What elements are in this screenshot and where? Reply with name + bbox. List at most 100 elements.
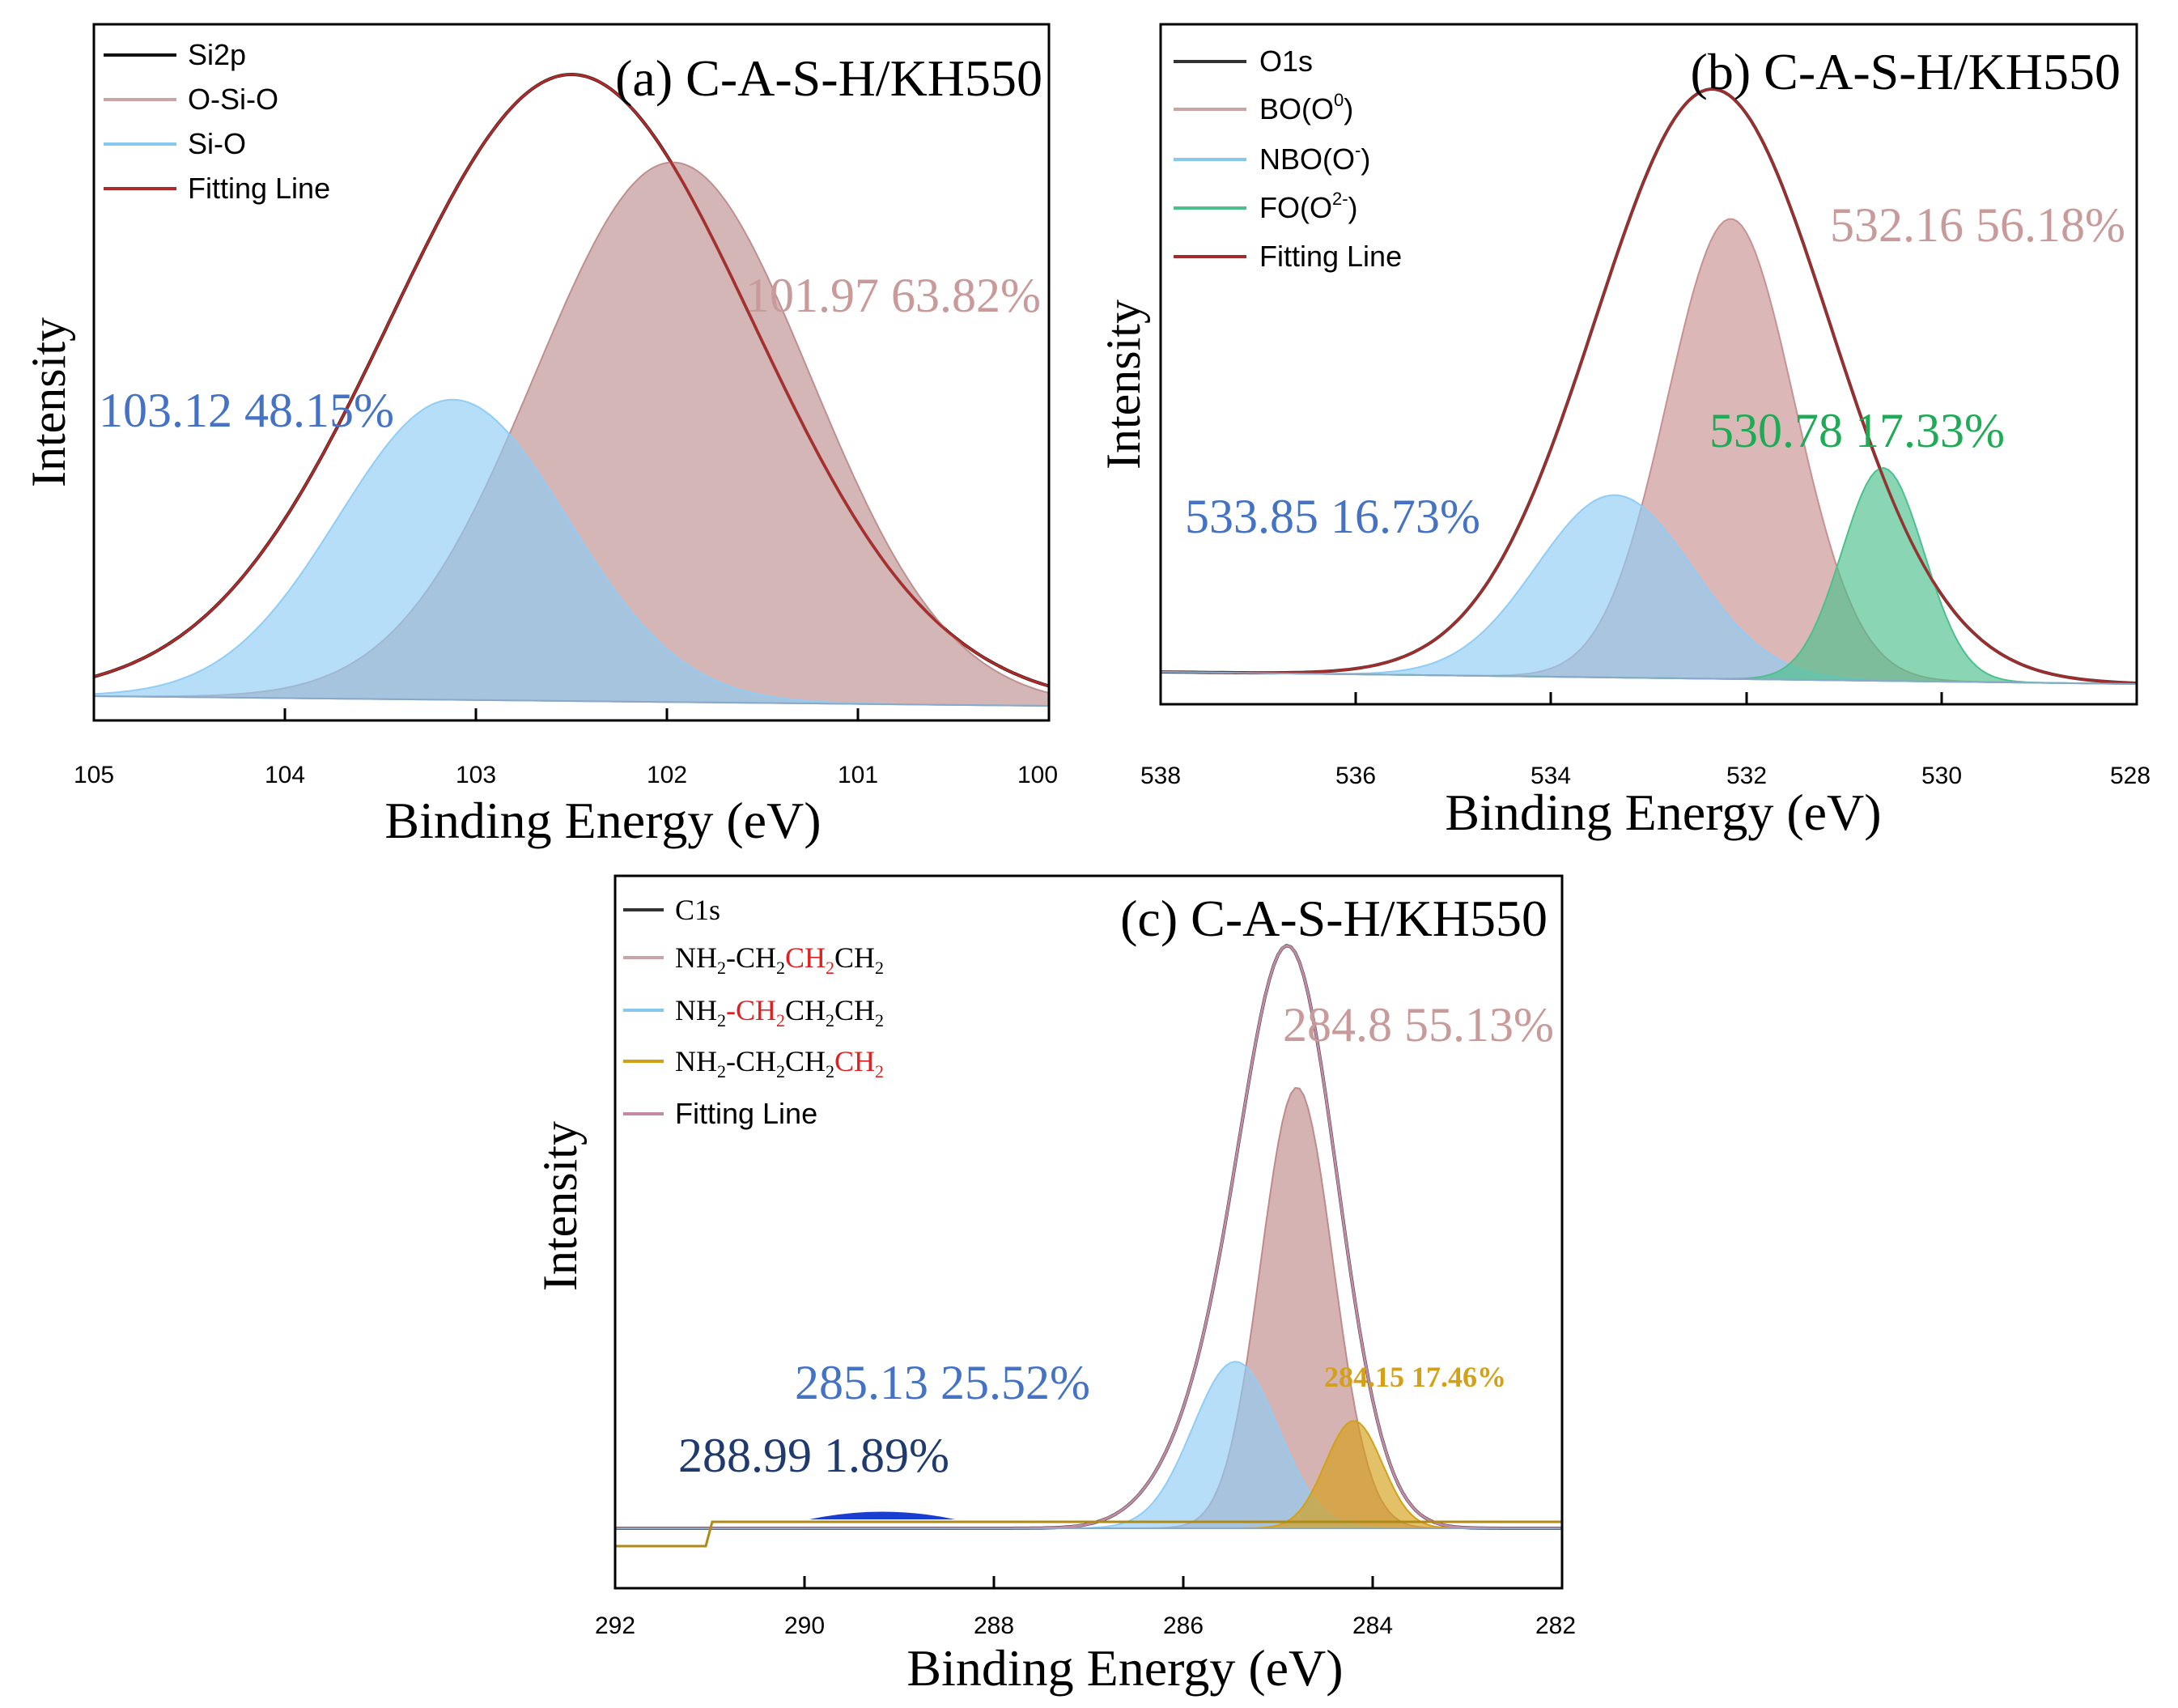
legend-subscript: 2 [875, 1061, 884, 1081]
legend-text: -CH [726, 1045, 776, 1077]
panel-a-frame [92, 23, 1051, 722]
legend-label-bo: BO(O0) [1259, 90, 1353, 125]
legend-label-first-ch2: NH2-CH2CH2CH2 [675, 994, 884, 1030]
panel-c-annotation-middle-ch2: 284.8 55.13% [1283, 998, 1554, 1052]
legend-subscript: 2 [776, 958, 785, 978]
panel-c-plot-area [615, 943, 1562, 1548]
legend-subscript: 2 [717, 958, 726, 978]
panel-a-title: (a) C-A-S-H/KH550 [615, 49, 1042, 107]
panel-c-xticks: 292 290 288 286 284 282 [595, 1576, 1576, 1639]
legend-subscript: 2 [826, 1061, 834, 1081]
legend-highlight: CH [785, 941, 826, 974]
tick-label: 528 [2110, 763, 2150, 789]
tick-label: 105 [74, 762, 114, 788]
legend-label-o-si-o: O-Si-O [188, 83, 278, 116]
legend-superscript: 0 [1334, 90, 1344, 110]
panel-a-annotation-si-o: 103.12 48.15% [99, 384, 394, 437]
panel-a-plot-area [93, 72, 1050, 707]
baseline [1160, 671, 2138, 685]
legend-label-middle-ch2: NH2-CH2CH2CH2 [675, 941, 884, 978]
legend-text: NH [675, 994, 717, 1026]
panel-c-annotation-carboxyl: 288.99 1.89% [678, 1429, 949, 1482]
panel-b-annotation-fo: 530.78 17.33% [1709, 404, 2005, 457]
legend-subscript: 2 [875, 958, 884, 978]
legend-superscript: - [1355, 140, 1361, 160]
legend-subscript: 2 [826, 1010, 834, 1030]
legend-label-si2p: Si2p [188, 38, 246, 71]
legend-text: NH [675, 1045, 717, 1077]
legend-label-fo: FO(O2-) [1259, 189, 1358, 224]
legend-label-fit: Fitting Line [1259, 240, 1402, 273]
legend-label-nbo: NBO(O-) [1259, 140, 1370, 176]
legend-text: NBO(O [1259, 142, 1355, 176]
panel-c-annotation-first-ch2: 285.13 25.52% [795, 1356, 1090, 1409]
legend-text: CH [834, 994, 875, 1026]
panel-c-xlabel: Binding Energy (eV) [906, 1639, 1343, 1697]
tick-label: 290 [784, 1612, 825, 1639]
legend-label-o1s: O1s [1259, 45, 1313, 78]
panel-c-annotation-last-ch2: 284.15 17.46% [1324, 1361, 1506, 1393]
legend-subscript: 2 [826, 958, 834, 978]
legend-subscript: 2 [875, 1010, 884, 1030]
panel-b-xlabel: Binding Energy (eV) [1445, 784, 1881, 841]
tick-label: 286 [1163, 1612, 1204, 1639]
panel-b-ylabel: Intensity [1097, 300, 1150, 469]
panel-b-annotation-nbo: 533.85 16.73% [1185, 490, 1480, 543]
legend-subscript: 2 [776, 1010, 785, 1030]
fitting-line [93, 73, 1050, 687]
baseline [93, 695, 1050, 707]
panel-c-frame [613, 874, 1564, 1590]
tick-label: 103 [456, 762, 496, 788]
panel-a-xlabel: Binding Energy (eV) [384, 792, 821, 849]
panel-b: 538 536 534 532 530 528 Binding Energy (… [1097, 23, 2150, 841]
panel-b-frame [1159, 23, 2138, 706]
legend-highlight: CH [834, 1045, 875, 1077]
carboxyl-peak [809, 1511, 955, 1519]
legend-text: CH [785, 1045, 826, 1077]
legend-subscript: 2 [717, 1010, 726, 1030]
legend-text: -CH [726, 941, 776, 974]
legend-close-paren: ) [1348, 191, 1358, 224]
legend-label-last-ch2: NH2-CH2CH2CH2 [675, 1045, 884, 1081]
legend-text: NH [675, 941, 717, 974]
panel-c-legend: C1s NH2-CH2CH2CH2 NH2-CH2CH2CH2 NH2-CH2C… [623, 894, 884, 1130]
panel-a-annotation-o-si-o: 101.97 63.82% [745, 269, 1041, 322]
legend-subscript: 2 [776, 1061, 785, 1081]
legend-label-fit: Fitting Line [675, 1097, 817, 1130]
legend-text: BO(O [1259, 92, 1334, 125]
tick-label: 102 [647, 762, 687, 788]
tick-label: 100 [1017, 762, 1058, 788]
panel-a: 105 104 103 102 101 100 Binding Energy (… [22, 23, 1058, 849]
legend-label-c1s: C1s [675, 894, 720, 926]
legend-label-fit: Fitting Line [188, 172, 330, 205]
legend-label-si-o: Si-O [188, 127, 246, 160]
legend-highlight: -CH [726, 994, 776, 1026]
panel-b-legend: O1s BO(O0) NBO(O-) FO(O2-) Fitting Line [1174, 45, 1402, 273]
panel-b-xticks: 538 536 534 532 530 528 [1140, 692, 2150, 789]
tick-label: 284 [1352, 1612, 1393, 1639]
panel-c-title: (c) C-A-S-H/KH550 [1120, 890, 1548, 947]
legend-close-paren: ) [1361, 142, 1370, 176]
tick-label: 292 [595, 1612, 635, 1639]
legend-text: CH [834, 941, 875, 974]
panel-a-ylabel: Intensity [22, 317, 75, 487]
panel-c: 292 290 288 286 284 282 Binding Energy (… [533, 874, 1576, 1697]
legend-text: CH [785, 994, 826, 1026]
tick-label: 104 [265, 762, 305, 788]
panel-b-title: (b) C-A-S-H/KH550 [1691, 43, 2121, 100]
background-step [615, 1520, 1562, 1548]
panel-b-plot-area [1160, 87, 2138, 685]
panel-b-annotation-bo: 532.16 56.18% [1830, 198, 2125, 252]
legend-close-paren: ) [1344, 92, 1353, 125]
tick-label: 282 [1535, 1612, 1576, 1639]
tick-label: 538 [1140, 763, 1181, 789]
tick-label: 530 [1921, 763, 1962, 789]
legend-subscript: 2 [717, 1061, 726, 1081]
tick-label: 534 [1531, 763, 1571, 789]
fitting-line [1160, 87, 2138, 685]
legend-superscript: 2- [1332, 189, 1348, 209]
panel-a-legend: Si2p O-Si-O Si-O Fitting Line [104, 38, 330, 205]
panel-c-ylabel: Intensity [533, 1121, 587, 1291]
